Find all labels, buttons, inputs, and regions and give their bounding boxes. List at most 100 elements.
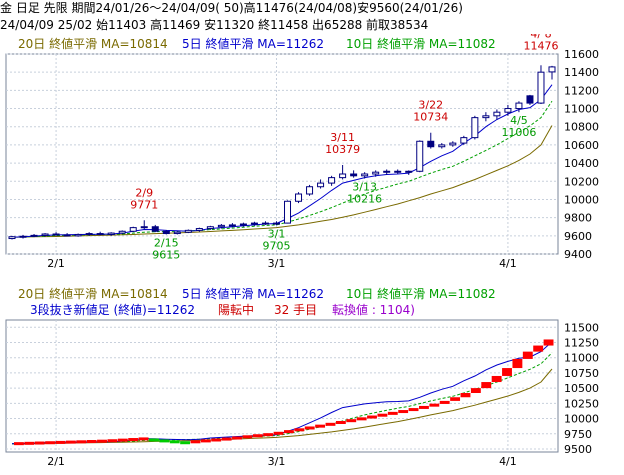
candle-body [482, 115, 490, 119]
brick-up [398, 410, 409, 414]
y-tick-label: 10400 [564, 157, 599, 170]
brick-up [304, 426, 315, 430]
candle-body [504, 108, 512, 113]
candle-body [30, 234, 38, 237]
candle-body [295, 193, 303, 202]
tlb-reversal: 転換値 : 1104) [332, 302, 415, 317]
candle-body [96, 233, 104, 236]
brick-up [128, 438, 139, 442]
brick-up [252, 434, 263, 438]
candle-body [74, 233, 82, 237]
brick-up [419, 405, 429, 409]
brick-up [117, 438, 128, 442]
legend-ma5: 5日 終値平滑 MA=11262 [182, 286, 324, 301]
candle-body [361, 173, 369, 177]
brick-up [315, 424, 326, 428]
candle-body [228, 224, 236, 227]
y-tick-label: 9600 [564, 230, 592, 243]
brick-up [460, 392, 471, 398]
y-tick-label: 10500 [564, 382, 599, 395]
candle-body [63, 234, 71, 237]
brick-up [34, 441, 45, 445]
brick-up [76, 440, 87, 444]
brick-up [221, 437, 232, 441]
candle-body [471, 117, 479, 139]
brick-up [439, 400, 450, 404]
annotation-date: 3/22 [418, 99, 443, 112]
series-line-ma20 [11, 125, 553, 238]
brick-up [502, 368, 512, 376]
annotation-value: 11476 [523, 39, 558, 52]
brick-up [356, 417, 367, 421]
tlb-count: 32 手目 [274, 303, 317, 317]
annotation-value: 9771 [130, 198, 158, 211]
y-tick-label: 11600 [564, 48, 599, 61]
brick-up [491, 375, 502, 383]
brick-up [65, 440, 76, 444]
brick-up [512, 358, 523, 369]
brick-up [55, 440, 66, 444]
y-tick-label: 11500 [564, 321, 599, 334]
brick-down [159, 439, 170, 443]
tlb-status: 陽転中 [218, 302, 254, 317]
y-tick-label: 10000 [564, 413, 599, 426]
brick-up [24, 441, 35, 445]
brick-up [522, 351, 533, 359]
y-tick-label: 9400 [564, 248, 592, 261]
brick-up [138, 437, 149, 441]
brick-up [367, 415, 377, 419]
annotation-date: 2/9 [135, 186, 153, 199]
candle-body [173, 231, 181, 235]
brick-up [232, 436, 242, 440]
candle-body [339, 173, 347, 179]
y-tick-label: 10600 [564, 139, 599, 152]
y-tick-label: 10000 [564, 193, 599, 206]
legend-ma20: 20日 終値平滑 MA=10814 [18, 36, 168, 51]
candle-body [284, 200, 292, 224]
candle-body [372, 171, 380, 175]
candle-body [52, 233, 60, 236]
candle-body [306, 186, 314, 195]
candle-body [250, 222, 258, 225]
brick-up [408, 408, 419, 412]
y-tick-label: 11000 [564, 103, 599, 116]
y-tick-label: 9500 [564, 443, 592, 456]
candle-body [151, 226, 159, 232]
brick-up [273, 431, 284, 435]
annotation-value: 9615 [152, 248, 180, 261]
candle-body [162, 230, 170, 235]
x-tick-label: 3/1 [268, 455, 286, 468]
candlestick-chart: 20日 終値平滑 MA=10814 5日 終値平滑 MA=11262 10日 終値平… [5, 34, 599, 270]
y-tick-label: 11000 [564, 352, 599, 365]
candle-body [405, 170, 413, 173]
candle-body [129, 227, 137, 232]
candle-body [261, 222, 269, 225]
brick-up [387, 411, 398, 415]
candle-body [140, 226, 148, 229]
candle-body [85, 233, 93, 236]
y-tick-label: 9750 [564, 428, 592, 441]
candle-body [394, 170, 402, 173]
candle-body [328, 177, 336, 184]
brick-down [169, 440, 180, 444]
candle-body [184, 229, 192, 233]
brick-up [200, 439, 211, 443]
brick-down [149, 438, 159, 442]
x-tick-label: 2/1 [47, 455, 65, 468]
brick-up [211, 438, 222, 442]
candle-body [449, 142, 457, 146]
annotation-date: 3/1 [268, 227, 286, 240]
candle-body [206, 226, 214, 230]
candle-body [350, 173, 358, 177]
candle-body [41, 233, 49, 236]
brick-up [533, 345, 544, 352]
annotation-date: 3/13 [352, 181, 377, 194]
x-tick-label: 4/1 [499, 455, 517, 468]
brick-down [180, 441, 191, 445]
brick-up [45, 441, 56, 445]
brick-up [294, 428, 305, 432]
brick-up [450, 397, 461, 401]
candle-body [416, 140, 424, 172]
brick-up [86, 440, 97, 444]
